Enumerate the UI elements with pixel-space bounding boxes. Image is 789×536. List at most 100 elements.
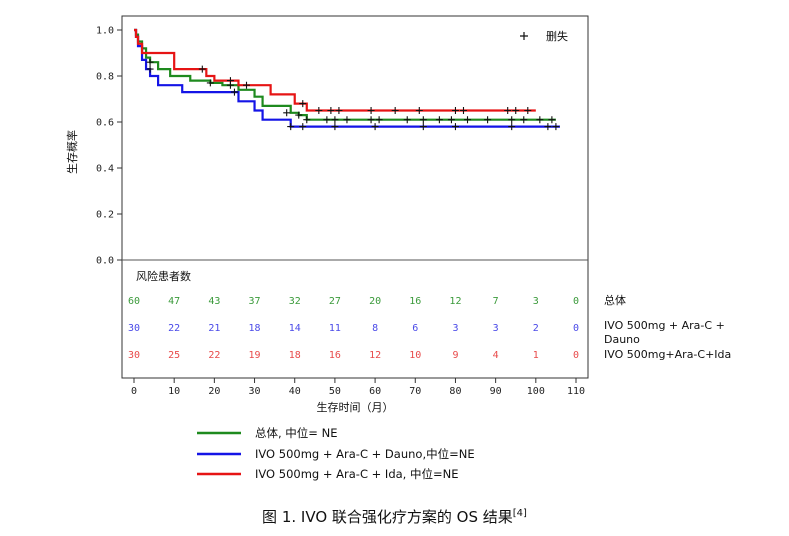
y-tick-label: 0.0 bbox=[96, 256, 114, 267]
censor-mark bbox=[230, 88, 238, 96]
x-tick-label: 20 bbox=[208, 386, 220, 397]
figure-caption: 图 1. IVO 联合强化疗方案的 OS 结果[4] bbox=[0, 506, 789, 527]
risk-count: 16 bbox=[329, 350, 341, 361]
survival-curve-1 bbox=[134, 28, 556, 121]
censor-mark bbox=[435, 116, 443, 124]
censor-mark bbox=[415, 107, 423, 114]
plot-frame bbox=[121, 15, 589, 379]
risk-row-label: 总体 bbox=[604, 293, 626, 307]
censor-mark bbox=[367, 116, 375, 124]
censor-mark bbox=[464, 116, 472, 124]
censor-mark bbox=[548, 116, 556, 124]
risk-count: 47 bbox=[168, 296, 180, 307]
censor-mark bbox=[508, 116, 516, 124]
figure-caption-text: 图 1. IVO 联合强化疗方案的 OS 结果 bbox=[262, 508, 513, 526]
risk-count: 9 bbox=[452, 350, 458, 361]
risk-count: 18 bbox=[249, 323, 261, 334]
censor-mark bbox=[484, 116, 492, 124]
risk-count: 30 bbox=[128, 350, 140, 361]
x-tick-label: 100 bbox=[527, 386, 545, 397]
x-tick-label: 70 bbox=[409, 386, 421, 397]
legend-label-1: 总体, 中位= NE bbox=[255, 426, 337, 440]
censor-mark bbox=[552, 123, 560, 131]
censor-legend-label: 删失 bbox=[546, 30, 568, 43]
censor-mark bbox=[391, 107, 399, 114]
legend-label-2: IVO 500mg + Ara-C + Dauno,中位=NE bbox=[255, 447, 475, 461]
censor-mark bbox=[375, 116, 383, 124]
risk-count: 3 bbox=[533, 296, 539, 307]
censor-mark bbox=[451, 123, 459, 131]
risk-row-label: IVO 500mg+Ara-C+Ida bbox=[604, 348, 731, 361]
risk-count: 25 bbox=[168, 350, 180, 361]
censor-mark bbox=[331, 123, 339, 131]
censor-mark bbox=[371, 123, 379, 131]
risk-count: 12 bbox=[449, 296, 461, 307]
survival-curve-2 bbox=[134, 28, 560, 128]
risk-count: 20 bbox=[369, 296, 381, 307]
censor-mark bbox=[524, 107, 532, 114]
figure-caption-ref: [4] bbox=[512, 508, 527, 519]
censor-mark bbox=[315, 107, 323, 114]
x-tick-label: 110 bbox=[567, 386, 585, 397]
x-tick-label: 30 bbox=[249, 386, 261, 397]
censor-mark bbox=[544, 123, 552, 131]
y-tick-label: 0.2 bbox=[96, 210, 114, 221]
censor-mark bbox=[419, 123, 427, 131]
risk-row-label: IVO 500mg + Ara-C + bbox=[604, 319, 725, 332]
risk-count: 22 bbox=[208, 350, 220, 361]
survival-curve-3 bbox=[134, 28, 536, 112]
risk-count: 32 bbox=[289, 296, 301, 307]
risk-count: 3 bbox=[493, 323, 499, 334]
censor-mark bbox=[243, 81, 251, 89]
risk-count: 1 bbox=[533, 350, 539, 361]
risk-table-title: 风险患者数 bbox=[136, 269, 191, 283]
censor-legend-symbol bbox=[520, 32, 528, 40]
censor-mark bbox=[367, 107, 375, 114]
y-tick-label: 0.8 bbox=[96, 72, 114, 83]
y-axis-label: 生存概率 bbox=[65, 130, 79, 174]
risk-count: 14 bbox=[289, 323, 301, 334]
censor-mark bbox=[343, 116, 351, 124]
censor-mark bbox=[287, 123, 295, 131]
risk-count: 22 bbox=[168, 323, 180, 334]
censor-mark bbox=[403, 116, 411, 124]
x-tick-label: 50 bbox=[329, 386, 341, 397]
risk-count: 8 bbox=[372, 323, 378, 334]
risk-count: 10 bbox=[409, 350, 421, 361]
risk-count: 37 bbox=[249, 296, 261, 307]
censor-mark bbox=[206, 79, 214, 87]
x-tick-label: 60 bbox=[369, 386, 381, 397]
censor-mark bbox=[419, 116, 427, 124]
risk-row-label: Dauno bbox=[604, 333, 640, 346]
risk-count: 4 bbox=[493, 350, 499, 361]
censor-mark bbox=[508, 123, 516, 131]
censor-mark bbox=[536, 116, 544, 124]
censor-mark bbox=[303, 116, 311, 124]
y-tick-label: 0.6 bbox=[96, 118, 114, 129]
censor-mark bbox=[520, 116, 528, 124]
censor-mark bbox=[447, 116, 455, 124]
censor-mark bbox=[327, 107, 335, 114]
censor-mark bbox=[283, 109, 291, 117]
censor-mark bbox=[504, 107, 512, 114]
x-tick-label: 40 bbox=[289, 386, 301, 397]
censor-mark bbox=[512, 107, 520, 114]
legend-label-3: IVO 500mg + Ara-C + Ida, 中位=NE bbox=[255, 467, 459, 481]
risk-count: 30 bbox=[128, 323, 140, 334]
censor-mark bbox=[323, 116, 331, 124]
risk-count: 19 bbox=[249, 350, 261, 361]
x-tick-label: 10 bbox=[168, 386, 180, 397]
risk-count: 0 bbox=[573, 350, 579, 361]
censor-mark bbox=[146, 58, 154, 66]
risk-count: 6 bbox=[412, 323, 418, 334]
risk-count: 3 bbox=[452, 323, 458, 334]
x-tick-label: 0 bbox=[131, 386, 137, 397]
risk-count: 0 bbox=[573, 323, 579, 334]
risk-count: 43 bbox=[208, 296, 220, 307]
censor-mark bbox=[299, 100, 307, 108]
censor-mark bbox=[198, 65, 206, 73]
risk-count: 16 bbox=[409, 296, 421, 307]
x-tick-label: 90 bbox=[490, 386, 502, 397]
censor-mark bbox=[299, 123, 307, 131]
